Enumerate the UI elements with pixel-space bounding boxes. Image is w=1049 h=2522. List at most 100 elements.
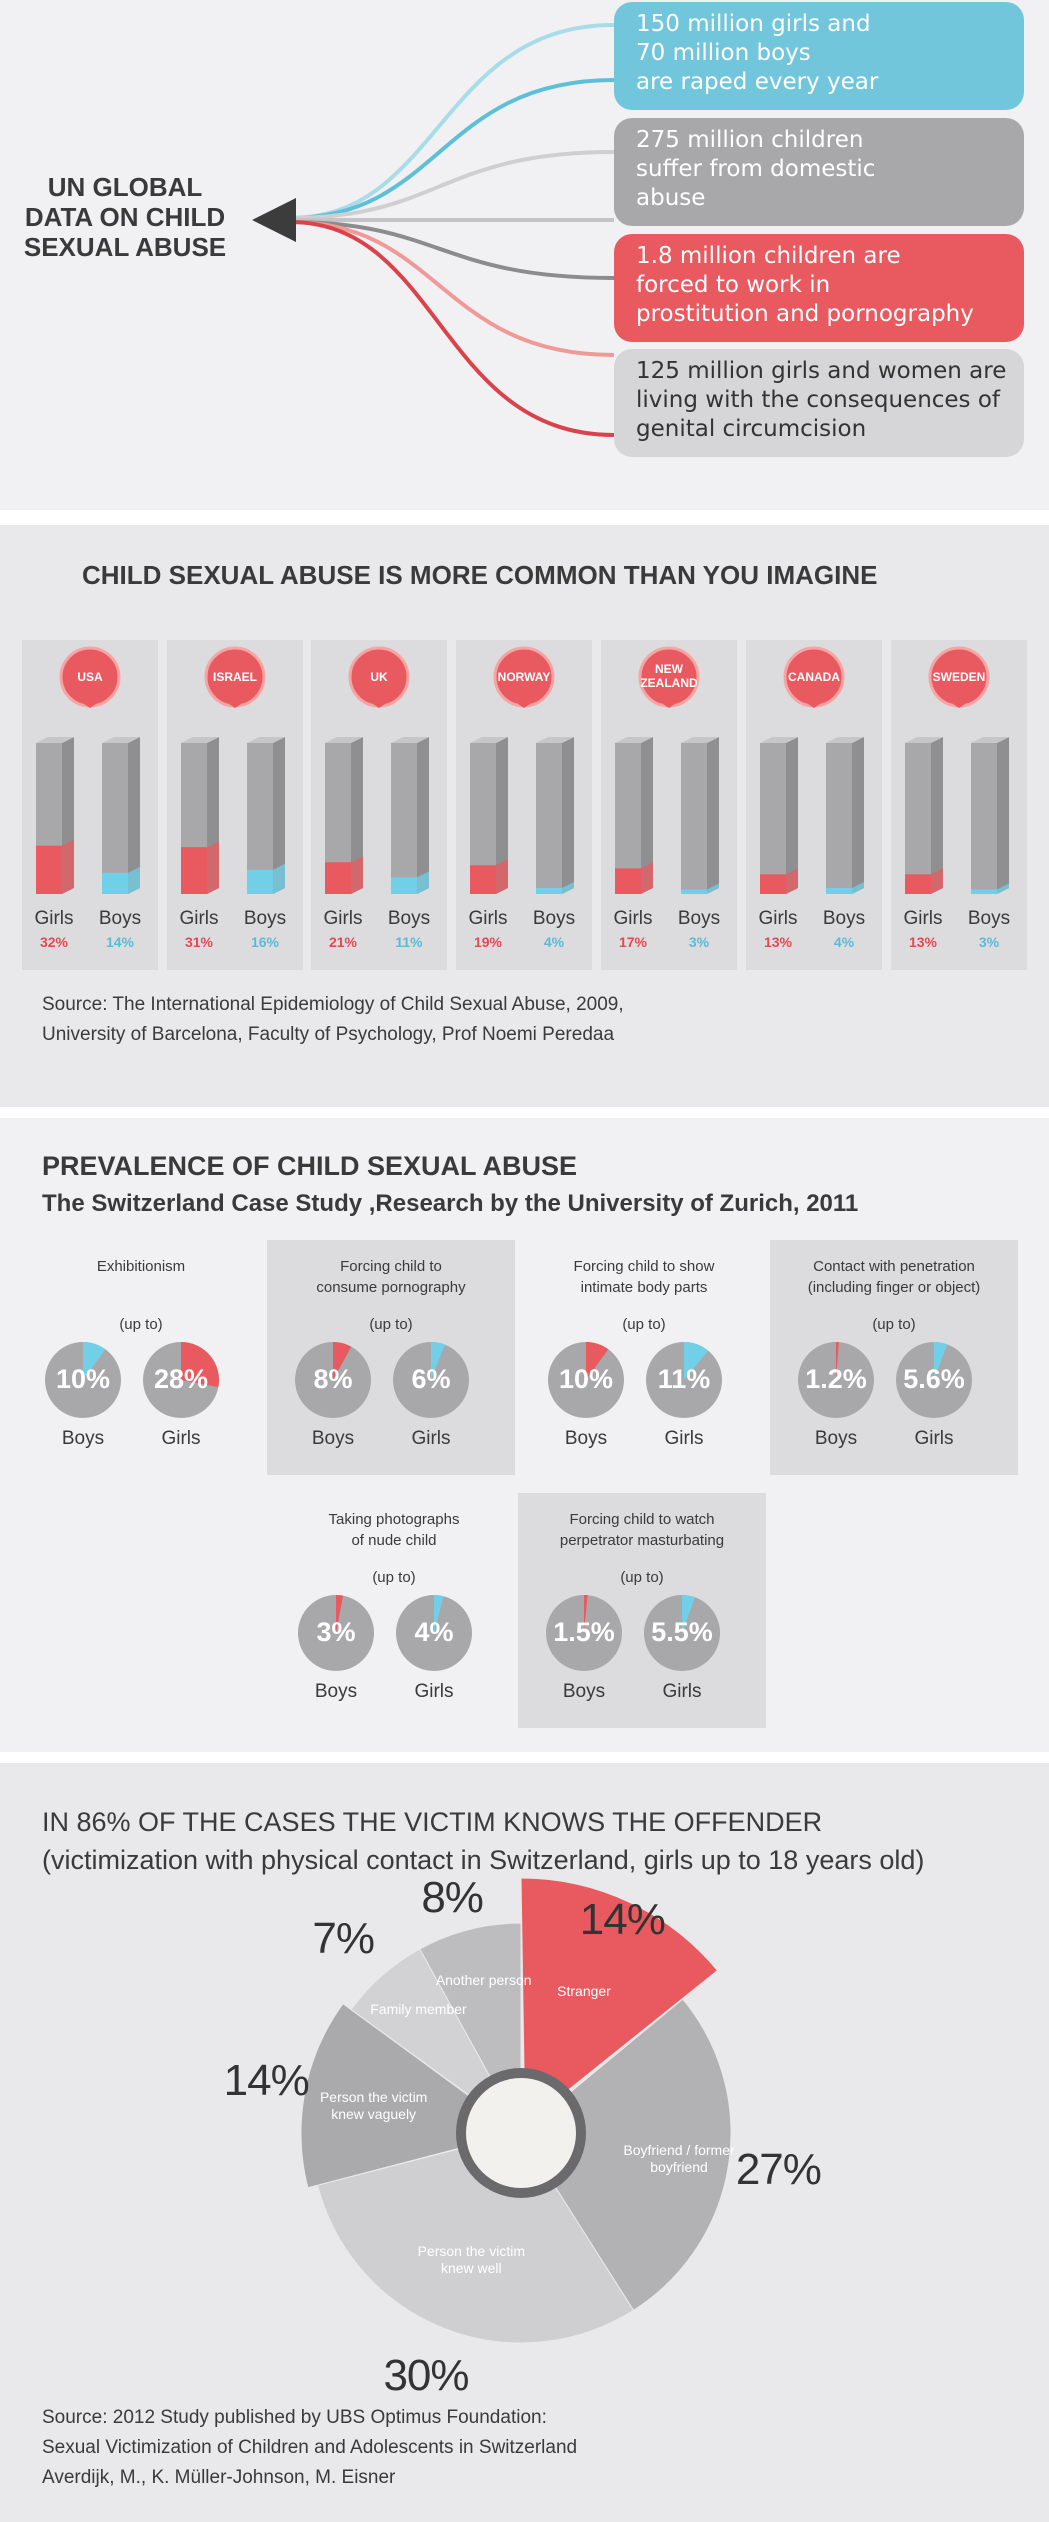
country-comparison-section: CHILD SEXUAL ABUSE IS MORE COMMON THAN Y… [0,525,1049,1107]
country-name: UK [370,670,388,684]
pie-value: 3% [316,1617,356,1647]
un-fact-box-prostitution: 1.8 million children are forced to work … [614,234,1024,342]
pie-label: Girls [664,1428,704,1449]
donut-hole [466,2078,576,2188]
upto-label: (up to) [872,1316,916,1333]
location-pin-icon [348,646,410,708]
un-fact-box-circumcision: 125 million girls and women are living w… [614,349,1024,457]
un-title-line: SEXUAL ABUSE [23,232,227,262]
boys-label: Boys [98,908,142,929]
boys-bar [102,737,140,894]
girls-bar [905,737,943,894]
girls-percent: 21% [328,934,358,950]
boys-percent: 4% [833,934,855,950]
panel-title-line: (including finger or object) [807,1279,981,1296]
girls-percent: 31% [184,934,214,950]
panel-title-line: of nude child [351,1532,437,1549]
un-title: UN GLOBAL DATA ON CHILD SEXUAL ABUSE [10,172,240,262]
prevalence-pie [644,1595,720,1671]
fact-line: are raped every year [636,69,879,95]
upto-label: (up to) [372,1569,416,1586]
fact-line: suffer from domestic [636,156,876,182]
pie-label: Girls [414,1681,454,1702]
pie-label: Girls [662,1681,702,1702]
boys-bar [536,737,574,894]
boys-label: Boys [243,908,287,929]
slice-percent: 30% [383,2351,469,2401]
boys-bar [247,737,285,894]
location-pin-icon [783,646,845,708]
country-name: ISRAEL [212,670,257,684]
source-line: Source: 2012 Study published by UBS Opti… [42,2407,547,2428]
panel-title: Forcing child to consume pornography [267,1256,515,1298]
prevalence-pie [393,1342,469,1418]
girls-bar [615,737,653,894]
girls-label: Girls [34,908,74,929]
girls-bar [181,737,219,894]
boys-percent: 3% [688,934,710,950]
country-name: USA [77,670,103,684]
location-pin-icon [59,646,121,708]
girls-percent: 32% [39,934,69,950]
girls-percent: 19% [473,934,503,950]
section-subtitle: (victimization with physical contact in … [42,1845,925,1875]
slice-percent: 27% [735,2145,822,2195]
fact-line: 150 million girls and [636,11,871,37]
arrow-left-icon [252,198,296,242]
fact-line: 70 million boys [636,40,811,66]
boys-bar [681,737,719,894]
fact-line: 125 million girls and women are [636,358,1007,384]
girls-label: Girls [179,908,219,929]
prevalence-pie [45,1342,121,1418]
boys-bar [826,737,864,894]
pie-value: 11% [657,1364,711,1394]
connector-line [289,220,615,437]
girls-bar [760,737,798,894]
pie-value: 1.5% [553,1617,615,1647]
country-panel: UK Girls 21% Boys 11% [311,640,447,970]
un-title-line: UN GLOBAL [47,172,203,202]
panel-title-line: Contact with penetration [813,1258,975,1275]
prevalence-pie [396,1595,472,1671]
country-panel: CANADA Girls 13% Boys 4% [746,640,882,970]
prevalence-pie [295,1342,371,1418]
boys-bar [971,737,1009,894]
girls-label: Girls [758,908,798,929]
panel-title-line: perpetrator masturbating [559,1532,725,1549]
prevalence-pie [798,1342,874,1418]
donut-slice [520,1998,732,2311]
fact-line: living with the consequences of [636,387,1001,413]
pie-label: Girls [411,1428,451,1449]
girls-bar [470,737,508,894]
panel-title: Contact with penetration (including finge… [770,1256,1018,1298]
girls-label: Girls [468,908,508,929]
section-subtitle: The Switzerland Case Study ,Research by … [42,1190,859,1217]
un-global-data-section: UN GLOBAL DATA ON CHILD SEXUAL ABUSE 150… [0,0,1049,510]
connector-line [289,220,615,280]
pie-value: 1.2% [805,1364,867,1394]
slice-percent: 7% [312,1913,375,1963]
prevalence-pie [546,1595,622,1671]
girls-percent: 13% [763,934,793,950]
un-title-line: DATA ON CHILD [24,202,226,232]
upto-label: (up to) [622,1316,666,1333]
source-note: Source: The International Epidemiology o… [42,990,624,1050]
section-title: PREVALENCE OF CHILD SEXUAL ABUSE [42,1151,578,1181]
pie-value: 28% [153,1364,209,1394]
location-pin-icon [204,646,266,708]
slice-label: Another person [435,1971,532,1988]
boys-label: Boys [822,908,866,929]
panel-title: Exhibitionism [17,1256,265,1277]
section-title: CHILD SEXUAL ABUSE IS MORE COMMON THAN Y… [82,560,878,590]
boys-percent: 16% [250,934,280,950]
girls-label: Girls [613,908,653,929]
slice-percent: 8% [421,1872,484,1922]
boys-percent: 14% [105,934,135,950]
upto-label: (up to) [119,1316,163,1333]
girls-label: Girls [323,908,363,929]
pie-label: Boys [311,1428,355,1449]
slice-label: Person the victim knew vaguely [319,2088,428,2122]
donut-svg [300,1877,732,2344]
panel-title: Forcing child to watch perpetrator mastur… [518,1509,766,1551]
upto-label: (up to) [369,1316,413,1333]
